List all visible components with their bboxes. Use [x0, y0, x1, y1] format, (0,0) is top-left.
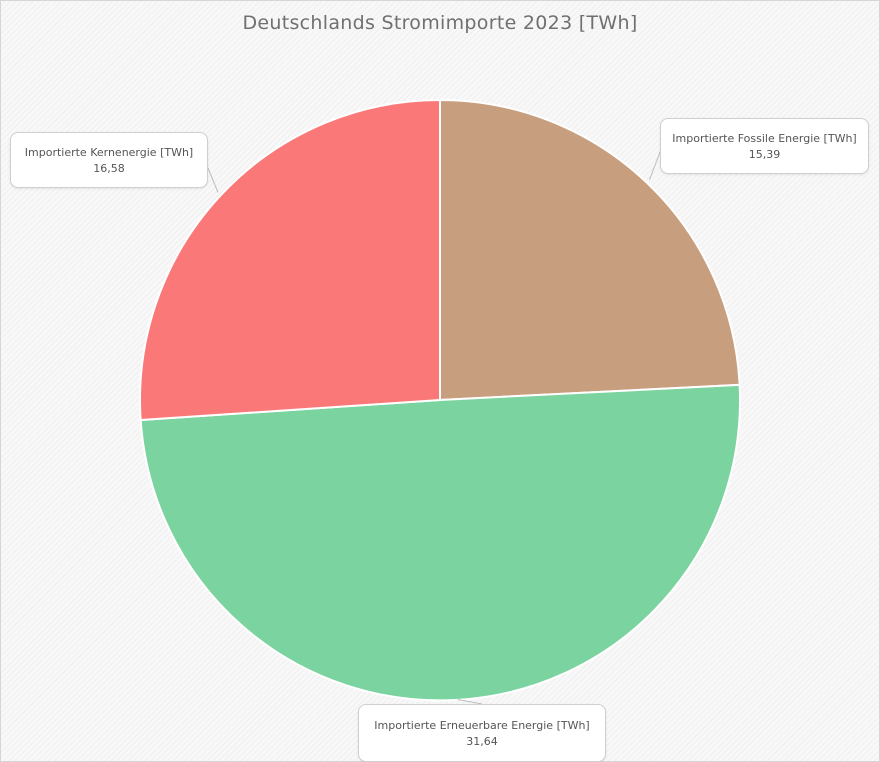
pie-slice-fossile-energie [439, 98, 741, 402]
chart-title: Deutschlands Stromimporte 2023 [TWh] [242, 12, 638, 34]
leader-line-erneuerbare-energie [457, 699, 483, 705]
leader-line-kernenergie [207, 167, 219, 193]
pie-slices [139, 98, 742, 702]
callout-fossile-energie-value: 15,39 [748, 148, 781, 161]
callout-erneuerbare-energie-value: 31,64 [466, 735, 498, 748]
pie-slice-erneuerbare-energie [139, 383, 742, 702]
callout-erneuerbare-energie-label: Importierte Erneuerbare Energie [TWh] [374, 719, 590, 732]
callout-kernenergie: Importierte Kernenergie [TWh] 16,58 [10, 132, 208, 188]
callout-kernenergie-value: 16,58 [93, 162, 125, 175]
leader-line-fossile-energie [649, 151, 661, 180]
callout-erneuerbare-energie: Importierte Erneuerbare Energie [TWh] 31… [358, 704, 606, 762]
callout-fossile-energie: Importierte Fossile Energie [TWh] 15,39 [660, 118, 869, 174]
leader-lines [207, 151, 661, 705]
callout-kernenergie-label: Importierte Kernenergie [TWh] [24, 146, 194, 159]
pie-slice-kernenergie [139, 98, 441, 422]
callout-fossile-energie-label: Importierte Fossile Energie [TWh] [672, 132, 857, 145]
